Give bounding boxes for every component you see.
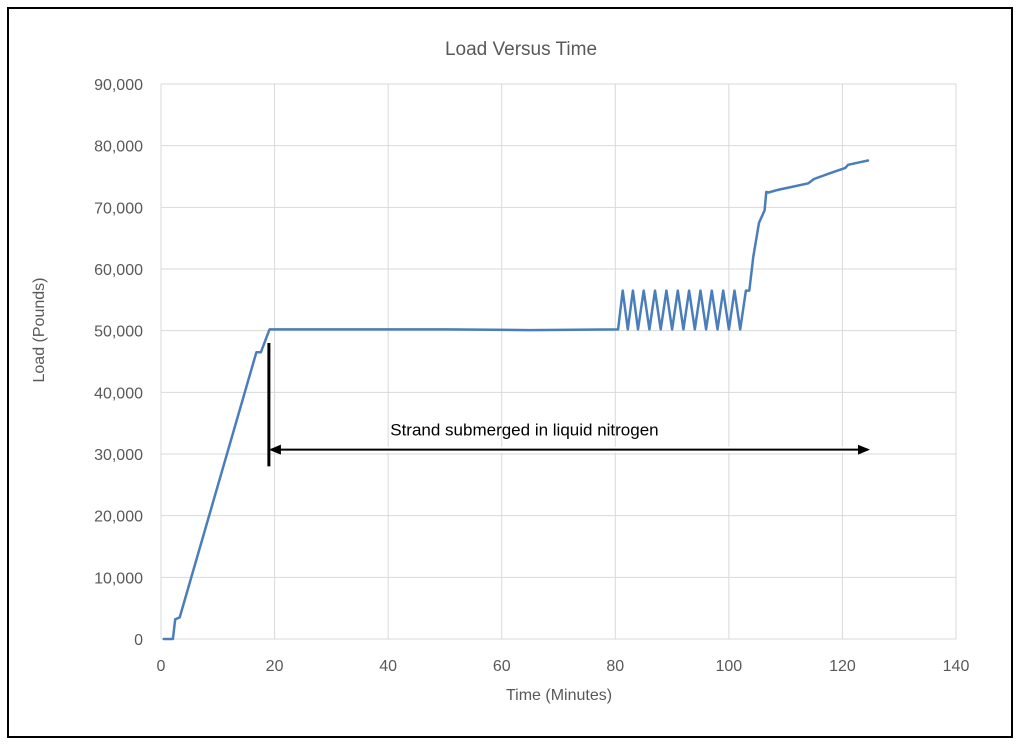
y-tick-label: 30,000 [94, 447, 143, 464]
y-tick-label: 20,000 [94, 509, 143, 526]
x-tick-label: 120 [829, 658, 856, 675]
y-tick-label: 80,000 [94, 139, 143, 156]
x-tick-label: 100 [716, 658, 743, 675]
y-tick-label: 40,000 [94, 385, 143, 402]
x-tick-label: 60 [493, 658, 511, 675]
y-axis-title: Load (Pounds) [31, 278, 48, 383]
y-tick-label: 10,000 [94, 570, 143, 587]
annotation: Strand submerged in liquid nitrogen [267, 343, 870, 467]
x-tick-label: 0 [157, 658, 166, 675]
chart-frame [7, 7, 1013, 738]
x-tick-label: 80 [606, 658, 624, 675]
y-tick-label: 70,000 [94, 200, 143, 217]
gridlines [160, 83, 957, 640]
chart-title: Load Versus Time [445, 39, 597, 60]
x-tick-label: 40 [379, 658, 397, 675]
annotation-label: Strand submerged in liquid nitrogen [390, 421, 658, 440]
tick-labels: 0 10,000 20,000 30,000 40,000 50,000 60,000 70,… [94, 77, 969, 675]
y-tick-label: 60,000 [94, 262, 143, 279]
x-axis-title: Time (Minutes) [506, 687, 612, 704]
series-line-0 [162, 159, 870, 641]
y-tick-label: 50,000 [94, 324, 143, 341]
y-tick-label: 90,000 [94, 77, 143, 94]
series-layer [162, 159, 870, 641]
x-tick-label: 140 [943, 658, 970, 675]
y-tick-label: 0 [134, 632, 143, 649]
x-tick-label: 20 [266, 658, 284, 675]
